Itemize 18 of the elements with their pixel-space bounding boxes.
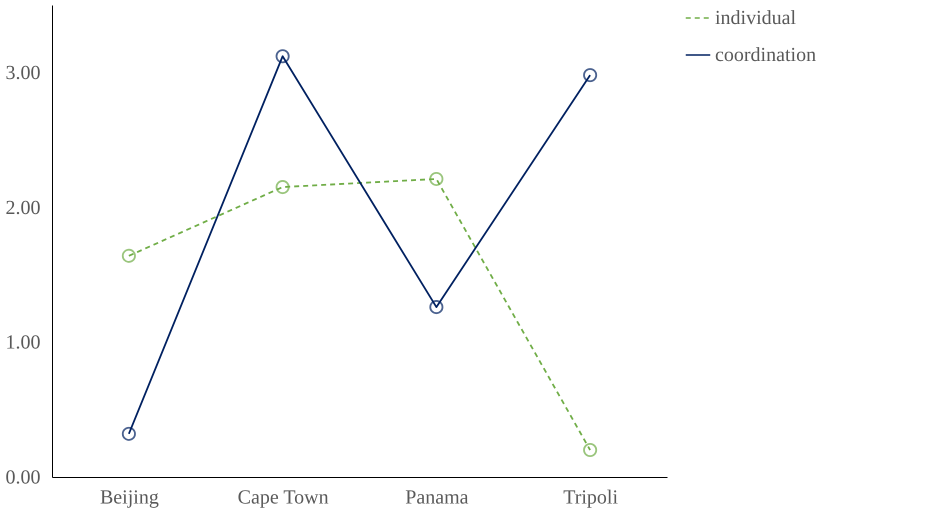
point [583, 443, 598, 458]
point [276, 180, 290, 194]
x-tick-label: Beijing [100, 486, 159, 508]
y-tick-label: 1.00 [6, 332, 40, 354]
y-tick-label: 3.00 [6, 62, 40, 84]
point [122, 248, 136, 263]
point [429, 300, 444, 314]
x-tick-label: Panama [405, 486, 469, 508]
legend-label: individual [715, 7, 797, 29]
y-tick-label: 0.00 [6, 466, 40, 488]
y-tick-label: 2.00 [6, 196, 40, 219]
point [429, 172, 444, 186]
legend-label: coordination [715, 44, 816, 66]
x-tick-label: Tripoli [563, 486, 618, 508]
point [583, 68, 598, 82]
point [122, 426, 136, 441]
point [276, 49, 290, 64]
x-tick-label: Cape Town [238, 486, 329, 508]
